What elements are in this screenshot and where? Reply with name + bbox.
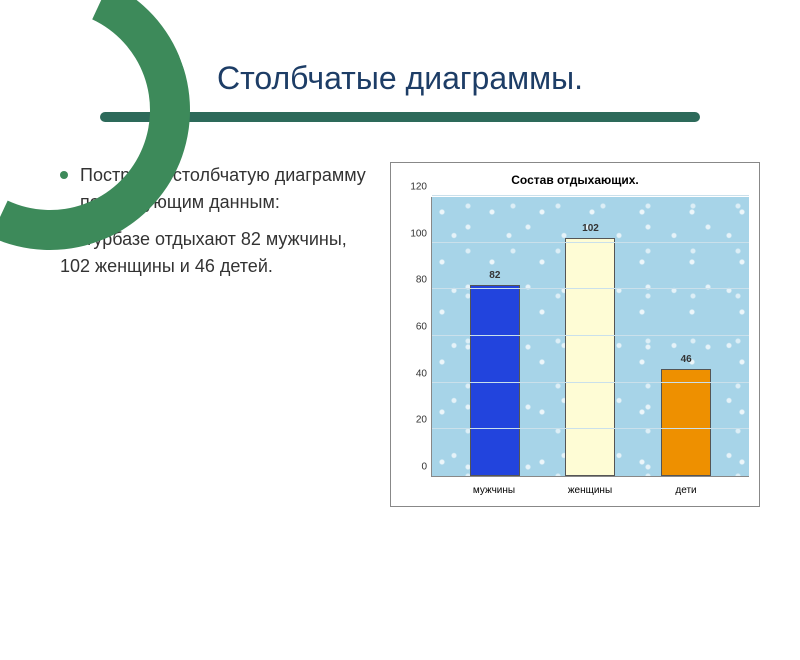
grid-line [432, 428, 749, 429]
y-tick-label: 80 [416, 275, 427, 286]
bar-value-label: 82 [489, 270, 500, 281]
chart-column: Состав отдыхающих. 0 20 40 60 80 100 120 82 102… [390, 162, 770, 507]
bar-group: 46 [656, 369, 716, 476]
grid-line [432, 242, 749, 243]
y-axis: 020406080100120 [401, 197, 431, 477]
y-tick-label: 0 [421, 462, 427, 473]
grid-line [432, 335, 749, 336]
x-axis-labels: мужчины женщины дети [401, 485, 749, 496]
chart-box: Состав отдыхающих. 0 20 40 60 80 100 120 82 102… [390, 162, 760, 507]
plot-area: 020406080100120 8210246 [401, 197, 749, 477]
x-axis-label: дети [656, 485, 716, 496]
bar [470, 285, 520, 476]
grid-line [432, 382, 749, 383]
chart-title: Состав отдыхающих. [401, 173, 749, 187]
x-axis-label: мужчины [464, 485, 524, 496]
y-tick-label: 40 [416, 368, 427, 379]
bar-group: 82 [465, 285, 525, 476]
y-tick-label: 60 [416, 322, 427, 333]
grid-line [432, 288, 749, 289]
bars-container: 82 102 46 [432, 197, 749, 476]
grid-line [432, 195, 749, 196]
bar [661, 369, 711, 476]
y-tick-label: 100 [410, 228, 427, 239]
plot: 82 102 46 [431, 197, 749, 477]
bar [565, 238, 615, 476]
x-axis-label: женщины [560, 485, 620, 496]
y-tick-label: 120 [410, 182, 427, 193]
bar-value-label: 102 [582, 223, 599, 234]
bar-value-label: 46 [681, 354, 692, 365]
y-tick-label: 20 [416, 415, 427, 426]
bar-group: 102 [560, 238, 620, 476]
